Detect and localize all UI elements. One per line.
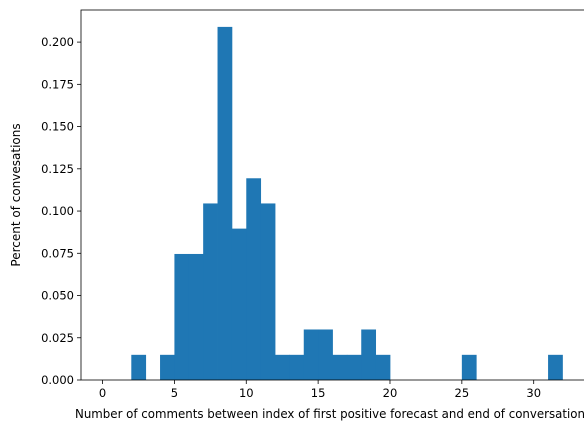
y-tick-label: 0.175	[41, 77, 74, 91]
histogram-bar	[461, 354, 477, 380]
y-tick-label: 0.025	[41, 331, 74, 345]
histogram-bar	[303, 329, 319, 380]
histogram-bar	[160, 354, 175, 380]
histogram-bar	[375, 354, 391, 380]
y-tick-label: 0.050	[41, 289, 74, 303]
x-tick-label: 15	[311, 386, 326, 400]
histogram-bar	[188, 253, 204, 380]
histogram-bar	[275, 354, 290, 380]
histogram-bar	[231, 228, 247, 380]
x-tick-label: 20	[383, 386, 398, 400]
histogram-bar	[260, 203, 276, 380]
x-tick-label: 5	[171, 386, 178, 400]
x-tick-label: 0	[99, 386, 106, 400]
y-tick-label: 0.000	[41, 373, 74, 387]
y-axis-ticks: 0.000 0.025 0.050 0.075 0.100 0.125 0.150 0.175…	[41, 35, 81, 387]
histogram-bar	[203, 203, 218, 380]
histogram-bar	[131, 354, 147, 380]
y-tick-label: 0.150	[41, 120, 74, 134]
histogram-bar	[217, 26, 233, 380]
x-tick-label: 10	[239, 386, 254, 400]
x-axis-ticks: 0 5 10 15 20 25 30	[99, 380, 541, 400]
histogram-bar	[361, 329, 377, 380]
histogram-bar	[318, 329, 333, 380]
x-tick-label: 25	[455, 386, 470, 400]
y-tick-label: 0.200	[41, 35, 74, 49]
plot-frame	[80, 9, 584, 381]
histogram-bar	[174, 253, 190, 380]
bars-layer	[131, 26, 563, 380]
histogram-bar	[246, 178, 262, 380]
x-tick-label: 30	[526, 386, 541, 400]
y-axis-label: Percent of convesations	[9, 123, 23, 266]
histogram-bar	[289, 354, 305, 380]
y-tick-label: 0.100	[41, 204, 74, 218]
histogram-bar	[332, 354, 348, 380]
y-tick-label: 0.075	[41, 246, 74, 260]
y-tick-label: 0.125	[41, 162, 74, 176]
histogram-bar	[548, 354, 563, 380]
histogram-bar	[346, 354, 362, 380]
x-axis-label: Number of comments between index of firs…	[75, 407, 584, 421]
